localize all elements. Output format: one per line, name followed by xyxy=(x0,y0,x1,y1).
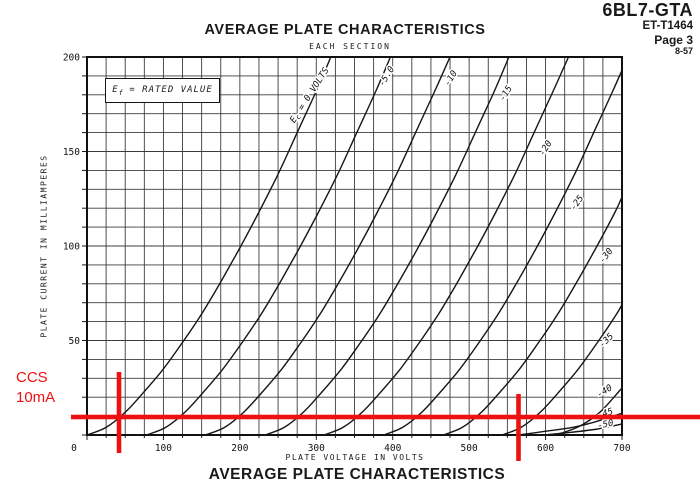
svg-text:-10: -10 xyxy=(443,69,460,88)
y-axis-title: PLATE CURRENT IN MILLIAMPERES xyxy=(39,154,49,338)
date-code: 8-57 xyxy=(674,45,693,56)
red-annotation-lines xyxy=(71,372,700,461)
svg-text:-40: -40 xyxy=(595,383,614,400)
svg-text:150: 150 xyxy=(63,147,80,158)
svg-text:50: 50 xyxy=(69,336,81,347)
svg-text:200: 200 xyxy=(63,53,80,64)
svg-text:0: 0 xyxy=(71,443,77,454)
grid-voltage-curves xyxy=(87,57,622,435)
svg-text:100: 100 xyxy=(155,443,172,454)
svg-text:-5.0: -5.0 xyxy=(377,65,397,89)
plot-border xyxy=(86,56,623,436)
chart-title: AVERAGE PLATE CHARACTERISTICS xyxy=(204,22,486,38)
svg-text:600: 600 xyxy=(537,443,554,454)
tube-model: 6BL7-GTA xyxy=(602,0,693,20)
ccs-annotation-label: CCS xyxy=(16,369,48,386)
svg-text:700: 700 xyxy=(613,443,630,454)
page-number: Page 3 xyxy=(654,32,693,47)
svg-text:300: 300 xyxy=(308,443,325,454)
legend-box: Ef = RATED VALUE xyxy=(105,78,220,103)
svg-text:-50: -50 xyxy=(597,419,615,432)
svg-text:-35: -35 xyxy=(598,332,617,350)
svg-text:200: 200 xyxy=(231,443,248,454)
current-annotation-label: 10mA xyxy=(16,389,56,406)
annotation-vline-2 xyxy=(516,394,521,461)
svg-text:400: 400 xyxy=(384,443,401,454)
svg-text:500: 500 xyxy=(461,443,478,454)
curve-labels: Ec = 0 VOLTS -5.0 -10-15-20-25-30-35-40-45… xyxy=(287,63,618,433)
svg-text:-20: -20 xyxy=(538,139,555,158)
svg-text:-30: -30 xyxy=(598,247,616,266)
document-number: ET-T1464 xyxy=(642,20,694,32)
x-axis-title: PLATE VOLTAGE IN VOLTS xyxy=(285,453,425,462)
svg-text:100: 100 xyxy=(63,242,80,253)
svg-text:-15: -15 xyxy=(498,84,515,103)
svg-text:Ec = 0 VOLTS: Ec = 0 VOLTS xyxy=(288,66,332,126)
chart-subtitle: EACH SECTION xyxy=(309,42,391,51)
bottom-title: AVERAGE PLATE CHARACTERISTICS xyxy=(208,466,506,483)
grid xyxy=(86,56,623,436)
tick-labels: 0 100 200 300 400 500 600 700 50 100 150 200 xyxy=(63,53,631,455)
legend-text: Ef = RATED VALUE xyxy=(112,84,213,97)
annotation-vline-1 xyxy=(116,372,122,453)
datasheet-header: 6BL7-GTA ET-T1464 Page 3 8-57 xyxy=(602,1,693,56)
annotation-hline-10ma xyxy=(71,414,700,420)
